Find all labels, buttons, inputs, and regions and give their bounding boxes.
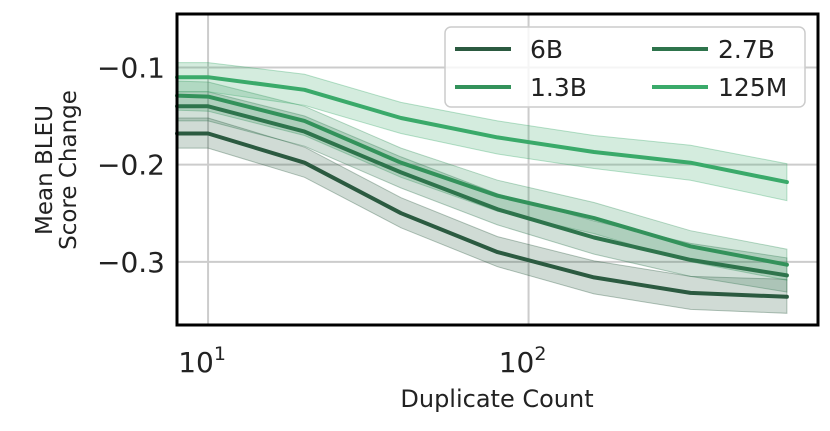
legend-box <box>444 26 806 108</box>
series-line-6B <box>175 131 789 299</box>
x-tick-label: 101 <box>178 343 226 379</box>
legend-label-125M: 125M <box>718 73 787 102</box>
x-tick-label: 102 <box>499 343 547 379</box>
x-axis-label: Duplicate Count <box>400 385 593 413</box>
y-axis-label-line-2: Score Change <box>56 90 82 250</box>
legend-label-6B: 6B <box>530 35 563 64</box>
x-tick-exponent: 1 <box>214 343 226 365</box>
plot-frame <box>175 12 820 327</box>
x-tick-exponent: 2 <box>534 343 546 365</box>
series-line-1.3B <box>175 93 789 267</box>
y-tick-label: −0.3 <box>97 246 165 279</box>
legend-label-2.7B: 2.7B <box>718 35 775 64</box>
y-tick-labels: −0.1 −0.2 −0.3 <box>97 51 165 278</box>
y-tick-label: −0.2 <box>97 149 165 182</box>
series-lines <box>175 75 789 299</box>
y-axis-label-line-1: Mean BLEU <box>32 105 58 235</box>
y-tick-label: −0.1 <box>97 51 165 84</box>
x-tick-base: 10 <box>499 346 535 379</box>
legend: 6B 2.7B 1.3B 125M <box>444 26 806 108</box>
series-line-2.7B <box>175 104 789 278</box>
confidence-band-6B <box>176 117 788 314</box>
legend-label-1.3B: 1.3B <box>530 73 587 102</box>
x-tick-base: 10 <box>178 346 214 379</box>
x-tick-labels: 101 102 <box>178 343 546 379</box>
series-line-125M <box>175 75 789 185</box>
y-axis-label: Mean BLEU Score Change <box>32 90 82 250</box>
